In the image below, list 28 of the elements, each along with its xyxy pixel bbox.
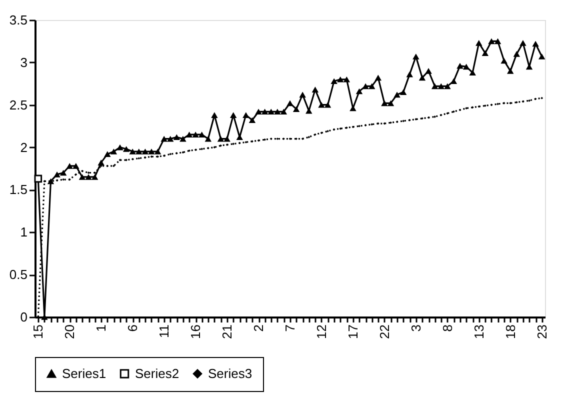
x-tick-label: 7 bbox=[282, 324, 298, 332]
x-tick-label: 22 bbox=[376, 324, 392, 339]
x-tick-label: 17 bbox=[345, 324, 360, 339]
y-tick-label: 1.5 bbox=[9, 182, 28, 198]
y-tick-label: 1 bbox=[20, 224, 28, 240]
x-tick-label: 16 bbox=[188, 324, 204, 339]
x-tick-label: 23 bbox=[534, 324, 550, 339]
legend-label: Series3 bbox=[208, 366, 252, 381]
y-tick-label: 3.5 bbox=[9, 12, 28, 28]
legend-label: Series1 bbox=[62, 366, 106, 381]
legend-label: Series2 bbox=[135, 366, 180, 381]
y-tick-label: 3 bbox=[20, 54, 28, 70]
x-tick-label: 18 bbox=[502, 324, 518, 339]
x-tick-label: 6 bbox=[125, 324, 140, 332]
x-tick-label: 21 bbox=[220, 324, 235, 339]
x-tick-label: 11 bbox=[156, 324, 172, 338]
x-tick-label: 1 bbox=[94, 324, 109, 332]
y-tick-label: 0 bbox=[20, 310, 28, 324]
y-tick-label: 2 bbox=[20, 140, 28, 155]
x-tick-label: 8 bbox=[440, 324, 455, 332]
x-tick-label: 2 bbox=[251, 324, 266, 332]
x-tick-label: 13 bbox=[471, 324, 486, 339]
x-tick-label: 3 bbox=[408, 324, 424, 332]
y-tick-label: 2.5 bbox=[9, 97, 28, 112]
x-tick-label: 12 bbox=[314, 324, 329, 339]
x-tick-label: 20 bbox=[62, 324, 78, 339]
y-tick-label: 0.5 bbox=[9, 267, 28, 282]
x-tick-label: 15 bbox=[30, 324, 46, 339]
